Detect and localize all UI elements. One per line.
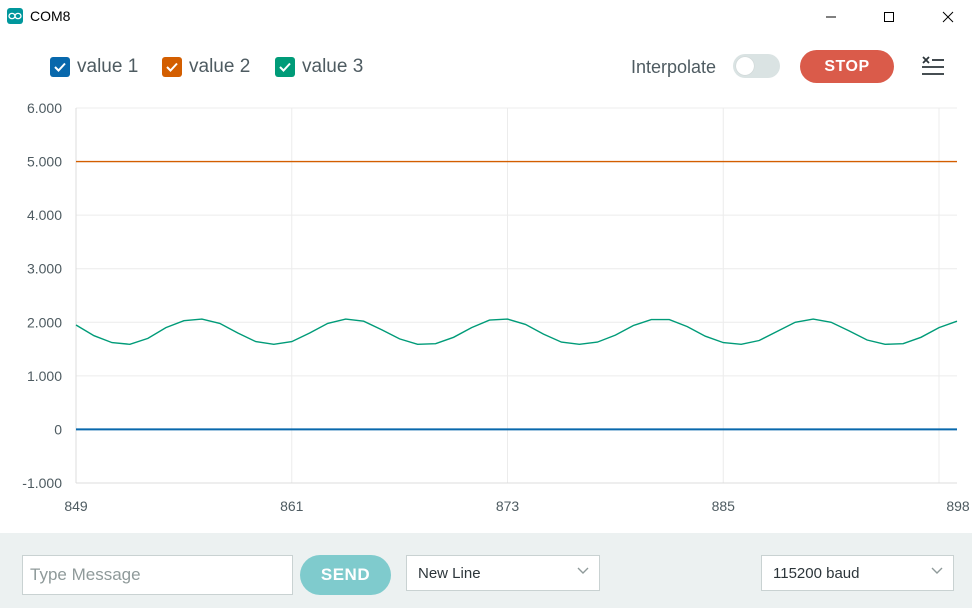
send-button[interactable]: SEND <box>300 555 391 595</box>
x-tick-label: 873 <box>496 498 520 514</box>
y-tick-label: 6.000 <box>27 100 62 116</box>
checkbox-check-icon <box>162 57 182 77</box>
close-icon <box>942 11 954 22</box>
chevron-down-icon <box>577 567 589 574</box>
maximize-icon <box>884 11 894 22</box>
x-tick-label: 885 <box>712 498 736 514</box>
line-ending-select[interactable]: New Line <box>406 555 600 591</box>
y-tick-label: 0 <box>54 421 62 437</box>
baud-rate-value: 115200 baud <box>773 564 860 582</box>
plot-chart: 6.000 5.000 4.000 3.000 2.000 1.000 0 -1.000849… <box>22 100 970 514</box>
clear-list-icon <box>922 56 944 75</box>
stop-button[interactable]: STOP <box>800 50 894 83</box>
y-tick-label: 4.000 <box>27 207 62 223</box>
x-tick-label: 898 <box>946 498 970 514</box>
title-bar: COM8 <box>0 0 972 33</box>
series-line-value-3 <box>75 318 958 346</box>
x-tick-label: 861 <box>280 498 304 514</box>
bottom-bar: SEND New Line 115200 baud <box>0 533 972 608</box>
checkbox-value-3[interactable]: value 3 <box>275 56 363 78</box>
arduino-logo-icon <box>7 8 23 24</box>
message-input[interactable] <box>22 555 293 595</box>
checkbox-label: value 2 <box>189 56 251 77</box>
y-tick-label: 1.000 <box>27 368 62 384</box>
clear-button[interactable] <box>920 55 946 79</box>
window-title: COM8 <box>30 8 71 24</box>
checkbox-check-icon <box>50 57 70 77</box>
toggle-knob <box>736 57 754 75</box>
checkbox-value-2[interactable]: value 2 <box>162 56 250 78</box>
minimize-button[interactable] <box>808 0 854 33</box>
y-tick-label: 3.000 <box>27 261 62 277</box>
baud-rate-select[interactable]: 115200 baud <box>761 555 954 591</box>
minimize-icon <box>826 16 836 17</box>
checkbox-value-1[interactable]: value 1 <box>50 56 138 78</box>
interpolate-toggle[interactable] <box>733 54 780 78</box>
close-button[interactable] <box>925 0 971 33</box>
y-tick-label: -1.000 <box>22 475 62 491</box>
y-tick-label: 2.000 <box>27 314 62 330</box>
interpolate-label: Interpolate <box>631 57 717 77</box>
maximize-button[interactable] <box>866 0 912 33</box>
checkbox-label: value 1 <box>77 56 139 77</box>
chevron-down-icon <box>931 567 943 574</box>
line-ending-value: New Line <box>418 564 481 582</box>
y-tick-label: 5.000 <box>27 154 62 170</box>
checkbox-label: value 3 <box>302 56 364 77</box>
x-tick-label: 849 <box>64 498 88 514</box>
checkbox-check-icon <box>275 57 295 77</box>
